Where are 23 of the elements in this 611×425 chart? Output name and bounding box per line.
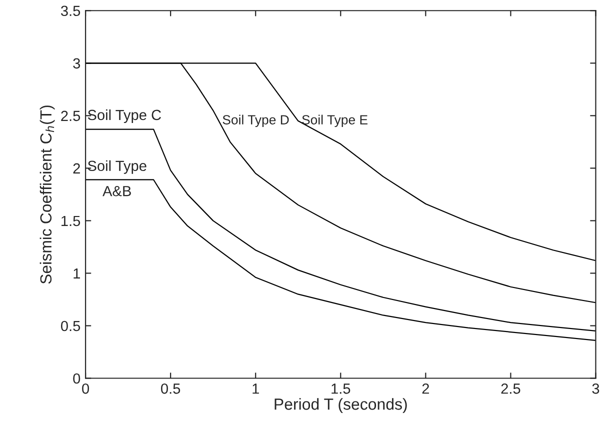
x-tick-label: 1: [252, 384, 259, 394]
series-label: Soil Type D: [222, 114, 289, 128]
series-label: Soil Type E: [302, 114, 368, 128]
y-tick-label: 1.5: [62, 216, 80, 226]
x-tick-label: 0: [82, 383, 90, 394]
line-series: [86, 179, 596, 341]
series-label: Soil Type A&B: [88, 160, 146, 196]
y-tick-label: 1: [74, 268, 80, 278]
x-axis-title: Period T (seconds): [274, 398, 407, 413]
y-tick-label: 0.5: [60, 320, 80, 332]
y-tick-label: 0: [73, 373, 80, 384]
series-label: Soil Type C: [88, 109, 161, 124]
y-tick-label: 2.5: [61, 110, 80, 122]
x-tick-label: 2: [422, 383, 429, 394]
x-tick-label: 2.5: [501, 383, 520, 394]
y-tick-label: 3: [73, 58, 80, 69]
y-tick-label: 3.5: [60, 6, 80, 16]
x-tick-label: 0.5: [161, 383, 180, 394]
y-axis-title: Seismic Coefficient C$_{h}$(T): [40, 106, 55, 284]
x-tick-label: 3: [592, 383, 600, 394]
line-series: [86, 128, 596, 332]
x-tick-label: 1.5: [332, 384, 350, 394]
y-tick-label: 2: [73, 163, 80, 174]
